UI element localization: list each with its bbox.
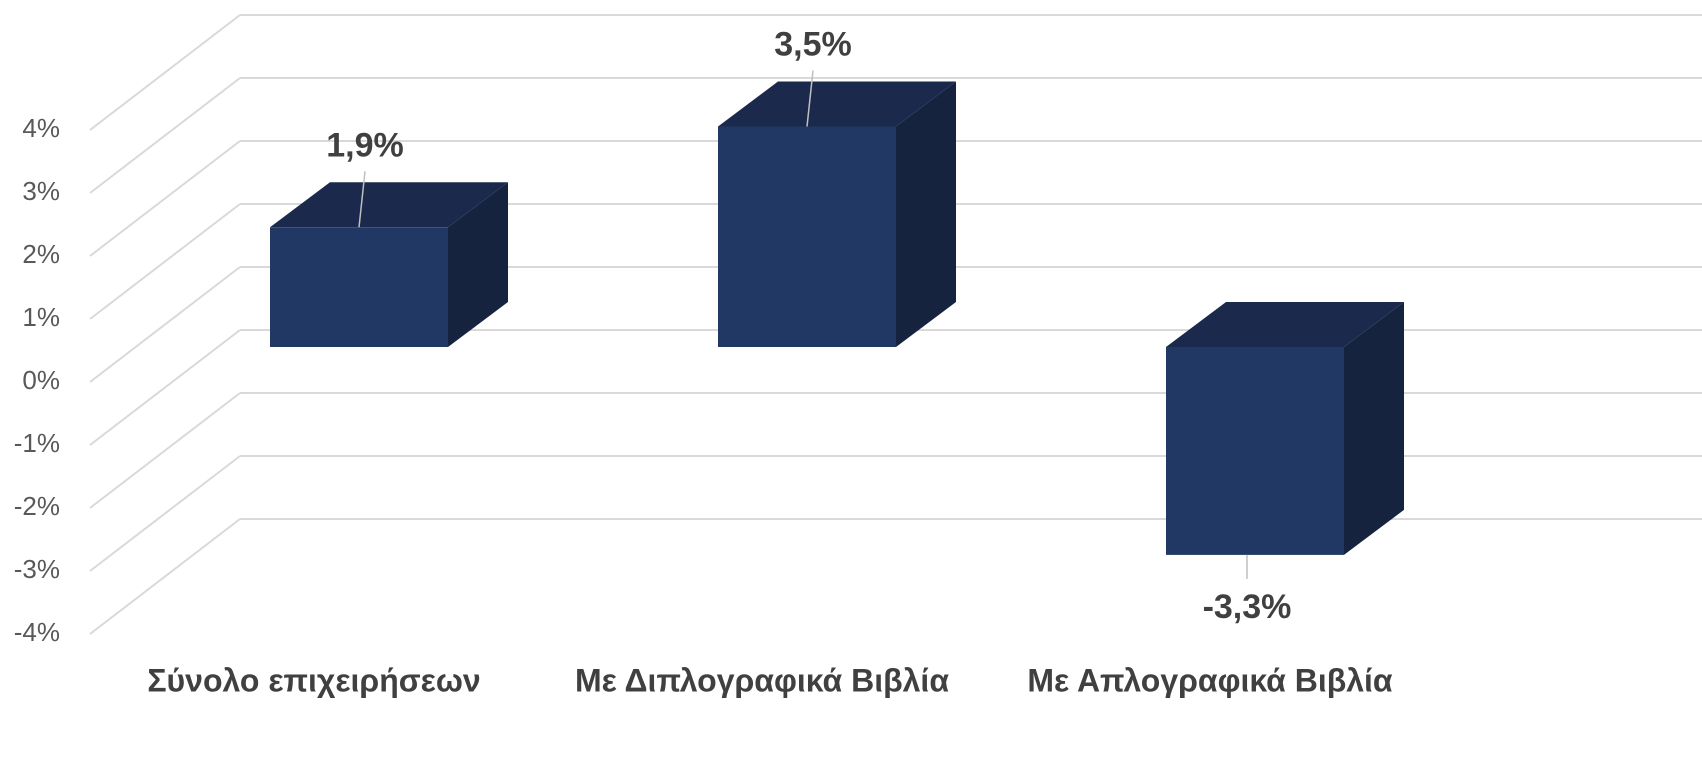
grid-line-side <box>89 266 241 383</box>
data-label: 3,5% <box>774 25 852 63</box>
y-tick-label: -1% <box>14 428 60 458</box>
grid-line-side <box>89 392 241 509</box>
grid-line-side <box>89 329 241 446</box>
bar-side <box>896 81 956 347</box>
data-label: 1,9% <box>326 126 404 164</box>
bar-top <box>1166 302 1404 347</box>
x-tick-label: Με Διπλογραφικά Βιβλία <box>575 662 949 698</box>
data-label: -3,3% <box>1203 588 1292 626</box>
x-tick-label: Με Απλογραφικά Βιβλία <box>1027 662 1393 698</box>
y-tick-label: 4% <box>22 113 60 143</box>
y-tick-label: 0% <box>22 365 60 395</box>
y-tick-label: 3% <box>22 176 60 206</box>
y-tick-label: -2% <box>14 491 60 521</box>
grid-line-side <box>89 77 241 194</box>
y-tick-label: 1% <box>22 302 60 332</box>
leader-line <box>806 70 814 127</box>
y-tick-label: 2% <box>22 239 60 269</box>
grid-line-side <box>89 455 241 572</box>
leader-line <box>358 171 366 228</box>
x-tick-label: Σύνολο επιχειρήσεων <box>147 662 480 698</box>
bar-top <box>718 81 956 127</box>
bar-side <box>1344 302 1404 555</box>
bar <box>1166 347 1344 555</box>
bar-top <box>270 182 508 228</box>
grid-line-side <box>89 140 241 257</box>
grid-line-side <box>89 14 241 131</box>
bar <box>718 126 896 347</box>
y-tick-label: -4% <box>14 617 60 647</box>
grid-line-side <box>89 518 241 635</box>
bar <box>270 227 448 347</box>
grid-line-side <box>89 203 241 320</box>
bar-side <box>448 182 508 347</box>
y-tick-label: -3% <box>14 554 60 584</box>
